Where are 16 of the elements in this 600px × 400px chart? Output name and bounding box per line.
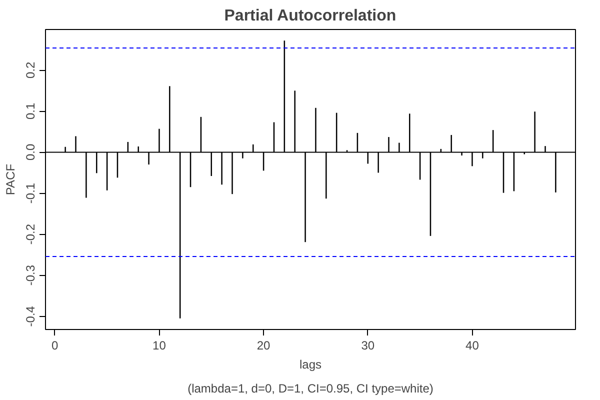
y-tick-label: 0.1 xyxy=(24,102,38,120)
y-tick-label: -0.3 xyxy=(24,264,38,286)
y-tick-label: -0.4 xyxy=(24,306,38,327)
y-tick-label: -0.1 xyxy=(24,182,38,204)
x-tick-label: 10 xyxy=(152,338,166,352)
x-tick-label: 0 xyxy=(52,338,59,352)
x-axis-title: lags xyxy=(299,358,322,372)
x-tick-label: 20 xyxy=(256,338,271,352)
x-tick-label: 40 xyxy=(466,338,480,352)
text: (lambda=1, d=0, D=1, CI=0.95, CI type=white) xyxy=(188,382,434,396)
chart-title: Partial Autocorrelation xyxy=(224,8,396,24)
x-tick-label: 30 xyxy=(361,338,375,352)
y-axis-title: PACF xyxy=(4,164,18,196)
y-tick-label: 0.0 xyxy=(24,144,38,161)
y-tick-label: -0.2 xyxy=(24,224,38,245)
y-tick-label: 0.2 xyxy=(24,61,38,78)
